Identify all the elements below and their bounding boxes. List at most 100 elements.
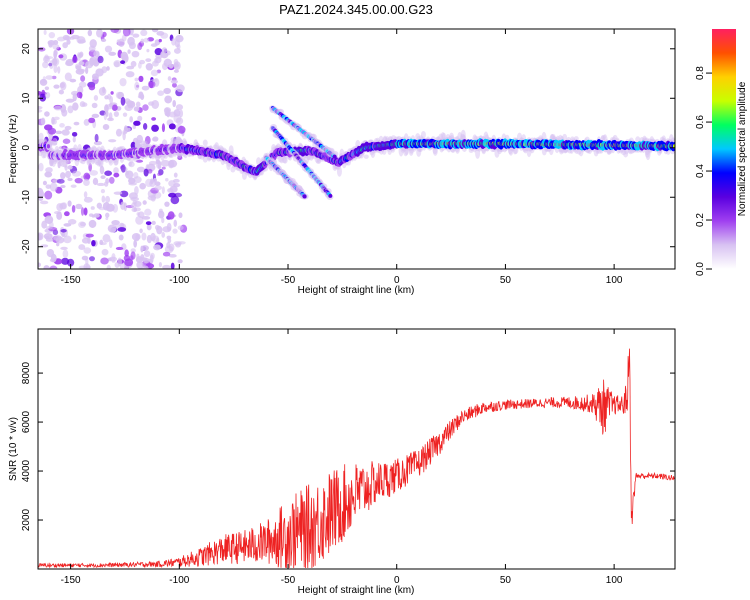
noise-blob <box>126 65 135 70</box>
noise-blob <box>53 105 63 111</box>
noise-blob <box>84 60 94 69</box>
noise-blob <box>41 220 48 229</box>
noise-blob <box>104 170 113 176</box>
noise-blob <box>120 96 126 106</box>
noise-blob <box>67 177 73 182</box>
noise-blob <box>91 113 100 118</box>
noise-blob <box>63 211 70 217</box>
noise-blob <box>122 55 129 62</box>
noise-blob <box>89 39 97 48</box>
noise-blob <box>176 84 185 93</box>
noise-blob <box>104 95 109 100</box>
noise-blob <box>63 223 72 227</box>
noise-blob <box>43 265 50 269</box>
noise-blob <box>92 177 99 186</box>
noise-blob <box>62 138 71 144</box>
noise-blob <box>173 63 180 68</box>
noise-blob <box>172 82 177 88</box>
noise-blob <box>56 203 63 212</box>
noise-blob <box>111 219 120 226</box>
noise-blob <box>139 182 146 190</box>
noise-blob <box>113 111 120 117</box>
noise-blob <box>146 223 152 231</box>
noise-blob <box>115 246 124 251</box>
noise-blob <box>88 117 96 124</box>
noise-blob <box>102 123 110 130</box>
x-tick-label: -150 <box>61 575 81 586</box>
noise-blob <box>135 215 144 225</box>
noise-blob <box>88 213 94 217</box>
noise-blob <box>173 109 181 117</box>
noise-blob <box>51 75 57 80</box>
noise-blob <box>167 159 175 169</box>
noise-blob <box>105 212 110 218</box>
noise-blob <box>71 34 80 40</box>
noise-blob <box>78 39 82 44</box>
noise-blob <box>133 239 138 248</box>
noise-blob <box>44 91 51 99</box>
noise-blob <box>100 175 106 180</box>
noise-blob <box>120 201 126 210</box>
ridge-halo <box>336 166 342 177</box>
noise-blob <box>62 34 70 41</box>
noise-blob <box>141 85 150 91</box>
noise-blob <box>141 215 151 220</box>
noise-blob <box>56 178 65 184</box>
noise-blob <box>71 131 78 137</box>
noise-blob <box>108 139 117 143</box>
noise-blob <box>64 125 72 131</box>
noise-blob <box>91 102 98 109</box>
noise-blob <box>40 117 46 126</box>
noise-blob <box>136 253 140 260</box>
noise-blob <box>150 43 158 47</box>
noise-blob <box>91 239 96 247</box>
noise-blob <box>139 228 143 234</box>
noise-blob <box>109 227 117 233</box>
noise-blob <box>83 178 90 187</box>
noise-blob <box>56 211 63 220</box>
branch-core <box>328 193 333 198</box>
y-tick-label: 20 <box>21 43 32 55</box>
noise-blob <box>44 171 53 178</box>
noise-blob <box>110 91 114 95</box>
noise-blob <box>65 60 74 67</box>
noise-blob <box>88 84 96 91</box>
noise-blob <box>62 42 68 49</box>
noise-blob <box>67 200 72 207</box>
noise-blob <box>164 95 173 104</box>
noise-blob <box>162 264 171 269</box>
noise-blob <box>177 259 183 264</box>
noise-blob <box>75 65 82 70</box>
colorbar: 0.0 0.2 0.4 0.6 0.8 Normalized spectral ampl… <box>695 29 748 276</box>
branch-core <box>302 194 307 199</box>
noise-blob <box>135 101 141 108</box>
noise-blob <box>173 172 178 178</box>
snr-yticks: 2000 4000 6000 8000 <box>21 362 675 531</box>
noise-blob <box>144 208 152 216</box>
noise-blob <box>124 265 129 269</box>
noise-blob <box>78 265 88 269</box>
noise-blob <box>158 208 163 213</box>
noise-blob <box>173 69 179 73</box>
noise-blob <box>123 125 128 134</box>
ridge-core <box>46 144 51 149</box>
noise-blob <box>161 166 166 170</box>
noise-blob <box>178 212 183 219</box>
noise-blob <box>42 76 46 83</box>
noise-blob <box>38 106 43 110</box>
noise-blob <box>158 262 162 268</box>
noise-blob <box>136 166 146 173</box>
noise-blob <box>150 78 158 83</box>
noise-blob <box>80 75 86 82</box>
noise-blob <box>94 133 99 143</box>
noise-blob <box>127 127 131 132</box>
noise-blob <box>143 250 151 258</box>
noise-blob <box>45 75 54 80</box>
noise-blob <box>83 207 88 216</box>
noise-blob <box>103 111 108 121</box>
noise-blob <box>161 217 165 224</box>
noise-blob <box>85 66 89 75</box>
noise-blob <box>160 32 169 39</box>
noise-blob <box>132 33 140 38</box>
noise-blob <box>173 241 182 246</box>
